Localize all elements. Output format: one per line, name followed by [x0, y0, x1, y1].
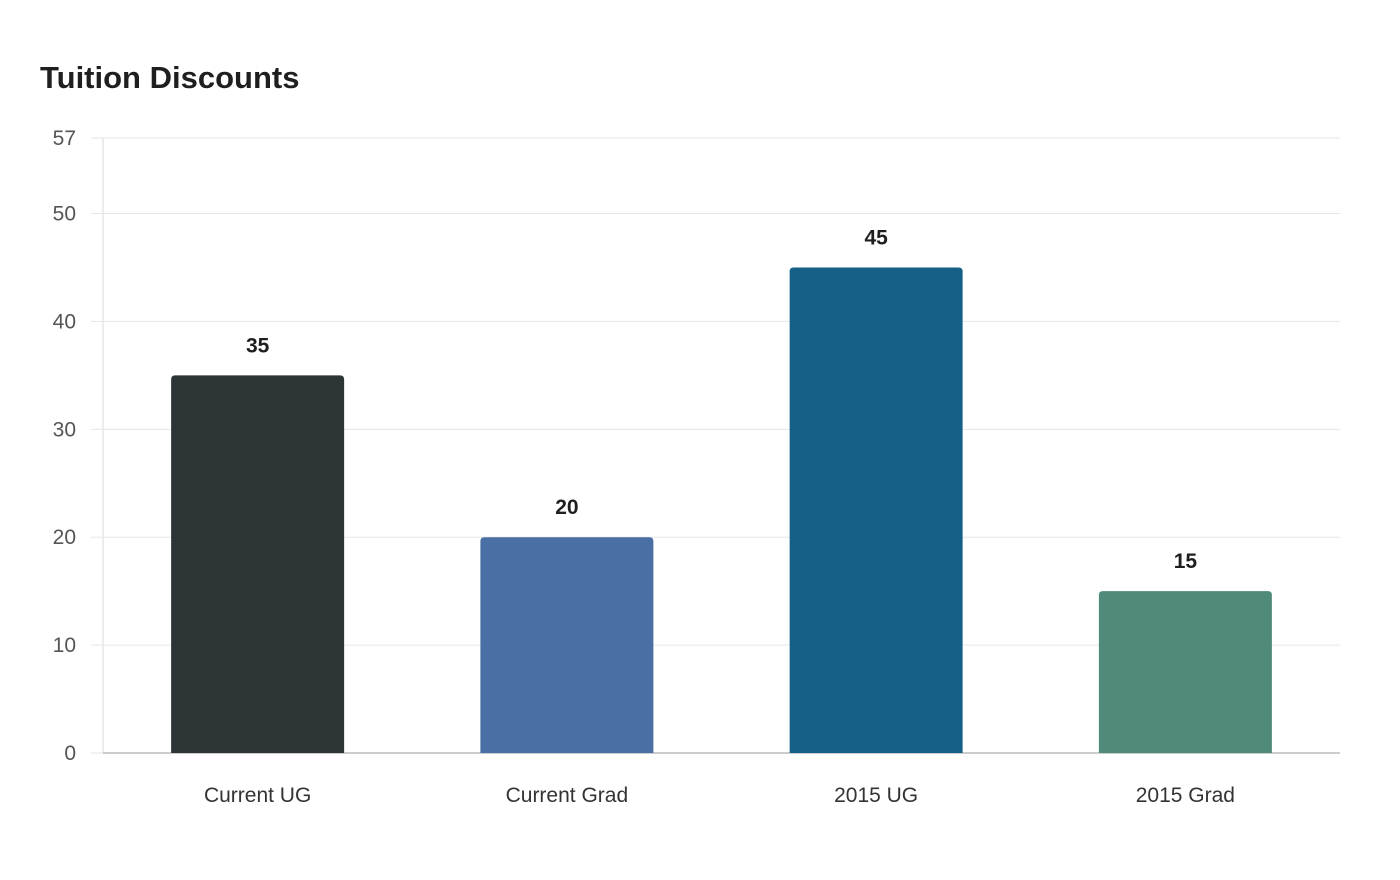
y-tick-label: 10 [53, 634, 76, 657]
y-tick-label: 57 [53, 127, 76, 150]
bar-1 [480, 537, 654, 753]
data-label: 35 [246, 334, 270, 357]
y-tick-label: 30 [53, 418, 76, 441]
x-tick-label: 2015 Grad [1136, 784, 1235, 807]
y-tick-label: 0 [64, 742, 76, 765]
chart-title: Tuition Discounts [40, 60, 300, 95]
x-tick-label: 2015 UG [834, 784, 918, 807]
x-tick-label: Current Grad [506, 784, 629, 807]
y-tick-label: 50 [53, 203, 76, 226]
data-label: 45 [864, 226, 888, 249]
data-label: 15 [1174, 550, 1198, 573]
labels: 0 10 20 30 40 50 57 35 Current UG 20 Current Grad 4… [53, 127, 1235, 807]
y-tick-label: 20 [53, 526, 76, 549]
bar-2 [789, 267, 963, 753]
y-tick-label: 40 [53, 310, 76, 333]
data-label: 20 [555, 496, 578, 519]
bar-3 [1098, 591, 1272, 753]
bar-0 [171, 375, 345, 753]
x-tick-label: Current UG [204, 784, 311, 807]
bars [171, 267, 1272, 753]
